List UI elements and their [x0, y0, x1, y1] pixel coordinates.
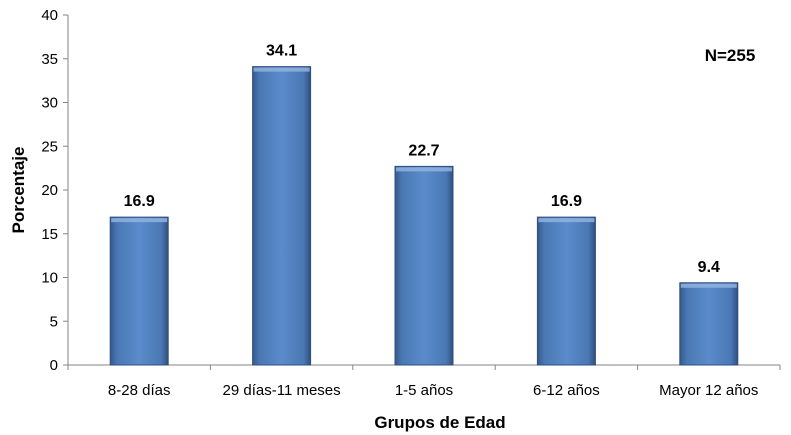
bar [536, 216, 596, 366]
bar-highlight [111, 218, 168, 223]
y-tick-label: 30 [41, 95, 58, 112]
bars [109, 66, 739, 366]
y-tick-label: 5 [50, 313, 58, 330]
data-label: 34.1 [266, 43, 297, 60]
x-category-label: 29 días-11 meses [223, 382, 341, 399]
y-tick-label: 35 [41, 51, 58, 68]
bar-highlight [538, 218, 595, 223]
bar-highlight [680, 283, 737, 288]
x-axis: 8-28 días 29 días-11 meses 1-5 años 6-12 añ… [67, 364, 781, 399]
bar [679, 282, 739, 366]
y-tick-label: 10 [41, 270, 58, 287]
x-axis-title: Grupos de Edad [374, 413, 505, 432]
x-category-label: 8-28 días [108, 382, 171, 399]
bar [394, 165, 454, 366]
y-tick-label: 25 [41, 138, 58, 155]
y-tick-label: 0 [50, 357, 58, 374]
x-category-label: 6-12 años [533, 382, 600, 399]
x-category-label: 1-5 años [395, 382, 453, 399]
data-labels: 16.9 34.1 22.7 16.9 9.4 [124, 43, 720, 276]
sample-size-annotation: N=255 [705, 46, 756, 65]
data-label: 22.7 [408, 142, 439, 159]
y-tick-label: 15 [41, 226, 58, 243]
data-label: 9.4 [698, 259, 720, 276]
data-label: 16.9 [124, 193, 155, 210]
bar [252, 66, 312, 366]
data-label: 16.9 [551, 193, 582, 210]
y-axis: 0 5 10 15 20 25 30 35 40 [41, 7, 69, 374]
bar-highlight [253, 67, 310, 72]
x-category-label: Mayor 12 años [659, 382, 758, 399]
bar-highlight [396, 167, 452, 172]
y-tick-label: 40 [41, 7, 58, 24]
y-axis-title: Porcentaje [9, 147, 28, 234]
bar [109, 216, 169, 366]
y-tick-label: 20 [41, 182, 58, 199]
